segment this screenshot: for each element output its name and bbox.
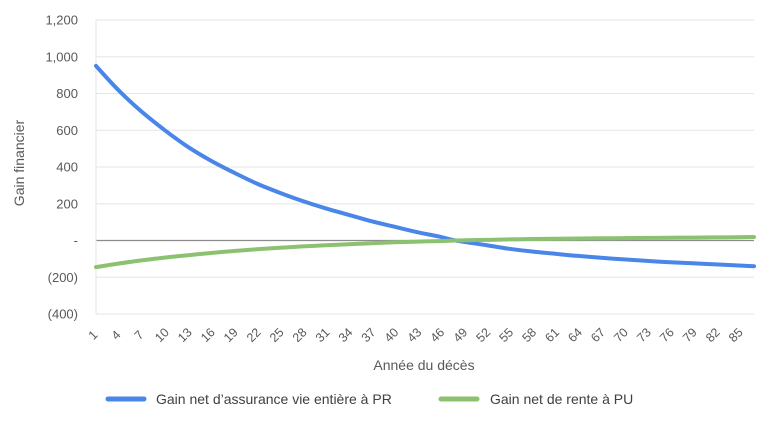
x-tick-label: 1 [86, 328, 101, 343]
x-tick-label: 22 [244, 325, 264, 345]
series-layer [94, 63, 756, 270]
x-tick-label: 49 [451, 325, 471, 345]
x-tick-label: 82 [703, 325, 723, 345]
x-tick-label: 13 [175, 325, 195, 345]
y-tick-label: 1,200 [45, 13, 78, 28]
y-tick-label: 600 [56, 123, 78, 138]
x-tick-label: 19 [221, 325, 241, 345]
x-tick-label: 43 [405, 325, 425, 345]
y-tick-label: 800 [56, 86, 78, 101]
x-tick-label: 52 [474, 325, 494, 345]
x-tick-label: 61 [542, 325, 562, 345]
y-tick-label: (400) [48, 307, 78, 322]
x-tick-label: 25 [267, 325, 287, 345]
x-tick-label: 64 [565, 325, 585, 345]
x-tick-label: 70 [611, 325, 631, 345]
x-tick-label: 85 [726, 325, 746, 345]
y-tick-label: 200 [56, 196, 78, 211]
y-tick-label: 1,000 [45, 49, 78, 64]
x-tick-label: 34 [336, 325, 356, 345]
legend: Gain net d’assurance vie entière à PR Gai… [105, 391, 633, 407]
x-tick-label: 31 [313, 325, 333, 345]
x-tick-label: 76 [657, 325, 677, 345]
legend-label: Gain net d’assurance vie entière à PR [156, 391, 392, 407]
y-tick-label: (200) [48, 270, 78, 285]
legend-label: Gain net de rente à PU [490, 391, 633, 407]
x-tick-label: 7 [132, 328, 147, 343]
y-tick-label: - [74, 233, 78, 248]
x-tick-label: 28 [290, 325, 310, 345]
x-tick-label: 79 [680, 325, 700, 345]
y-tick-label: 400 [56, 160, 78, 175]
y-axis-ticks: 1,200 1,000 800 600 400 200 - (200) (400) [45, 13, 78, 322]
x-tick-label: 4 [109, 328, 124, 343]
x-tick-label: 10 [152, 325, 172, 345]
grid-layer [95, 19, 754, 315]
x-tick-label: 55 [496, 325, 516, 345]
series-line-assurance-vie [94, 63, 756, 269]
y-axis-title: Gain financier [11, 119, 27, 206]
x-tick-label: 67 [588, 325, 608, 345]
x-tick-label: 46 [428, 325, 448, 345]
x-tick-label: 73 [634, 325, 654, 345]
x-tick-label: 58 [519, 325, 539, 345]
x-tick-label: 16 [198, 325, 218, 345]
series-line-rente [94, 235, 756, 270]
x-axis-title: Année du décès [373, 357, 474, 373]
x-tick-label: 37 [359, 325, 379, 345]
x-tick-label: 40 [382, 325, 402, 345]
x-axis-ticks: 1 4 7 10 13 16 19 22 25 28 31 34 37 40 43 46 49 52 55 58 61 6… [86, 325, 746, 345]
